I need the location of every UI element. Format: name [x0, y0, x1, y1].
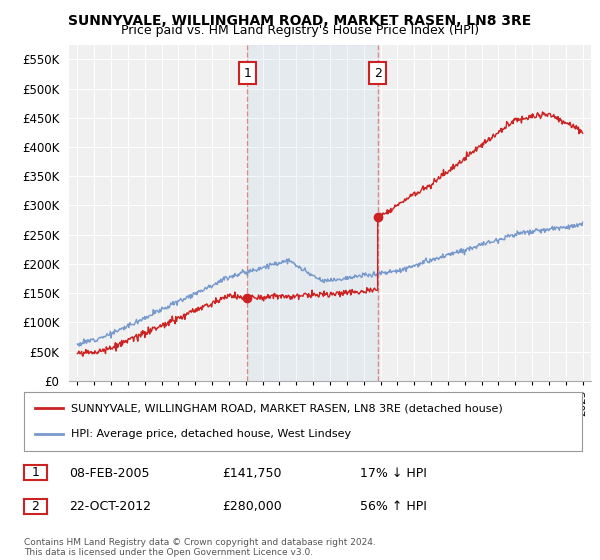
Text: SUNNYVALE, WILLINGHAM ROAD, MARKET RASEN, LN8 3RE: SUNNYVALE, WILLINGHAM ROAD, MARKET RASEN… — [68, 14, 532, 28]
Text: 56% ↑ HPI: 56% ↑ HPI — [360, 500, 427, 514]
Text: 08-FEB-2005: 08-FEB-2005 — [69, 466, 149, 480]
Text: £280,000: £280,000 — [222, 500, 282, 514]
Text: 17% ↓ HPI: 17% ↓ HPI — [360, 466, 427, 480]
Text: 22-OCT-2012: 22-OCT-2012 — [69, 500, 151, 514]
Text: 2: 2 — [374, 67, 382, 80]
Text: Contains HM Land Registry data © Crown copyright and database right 2024.
This d: Contains HM Land Registry data © Crown c… — [24, 538, 376, 557]
Text: £141,750: £141,750 — [222, 466, 281, 480]
Text: 1: 1 — [244, 67, 251, 80]
Text: 1: 1 — [31, 466, 40, 479]
Text: 2: 2 — [31, 500, 40, 513]
Text: SUNNYVALE, WILLINGHAM ROAD, MARKET RASEN, LN8 3RE (detached house): SUNNYVALE, WILLINGHAM ROAD, MARKET RASEN… — [71, 403, 503, 413]
Text: Price paid vs. HM Land Registry's House Price Index (HPI): Price paid vs. HM Land Registry's House … — [121, 24, 479, 37]
Text: HPI: Average price, detached house, West Lindsey: HPI: Average price, detached house, West… — [71, 430, 352, 440]
Bar — [247, 45, 377, 381]
